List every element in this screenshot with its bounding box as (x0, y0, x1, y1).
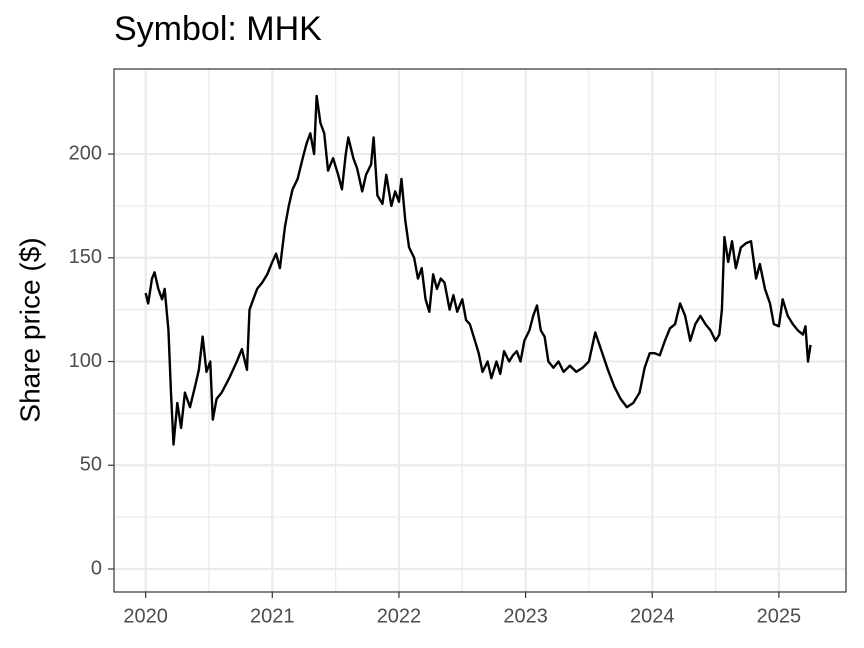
y-tick-label: 50 (80, 454, 102, 476)
y-tick-label: 150 (69, 246, 102, 268)
x-tick-label: 2020 (123, 605, 168, 627)
x-tick-label: 2025 (757, 605, 802, 627)
y-axis-label: Share price ($) (14, 237, 45, 422)
x-tick-label: 2023 (503, 605, 548, 627)
y-tick-label: 100 (69, 350, 102, 372)
x-tick-label: 2024 (630, 605, 675, 627)
chart-title: Symbol: MHK (114, 10, 322, 48)
x-tick-label: 2022 (377, 605, 422, 627)
y-tick-label: 0 (91, 557, 102, 579)
x-tick-label: 2021 (250, 605, 295, 627)
price-line (144, 94, 812, 446)
y-tick-label: 200 (69, 142, 102, 164)
panel-border (113, 68, 847, 593)
